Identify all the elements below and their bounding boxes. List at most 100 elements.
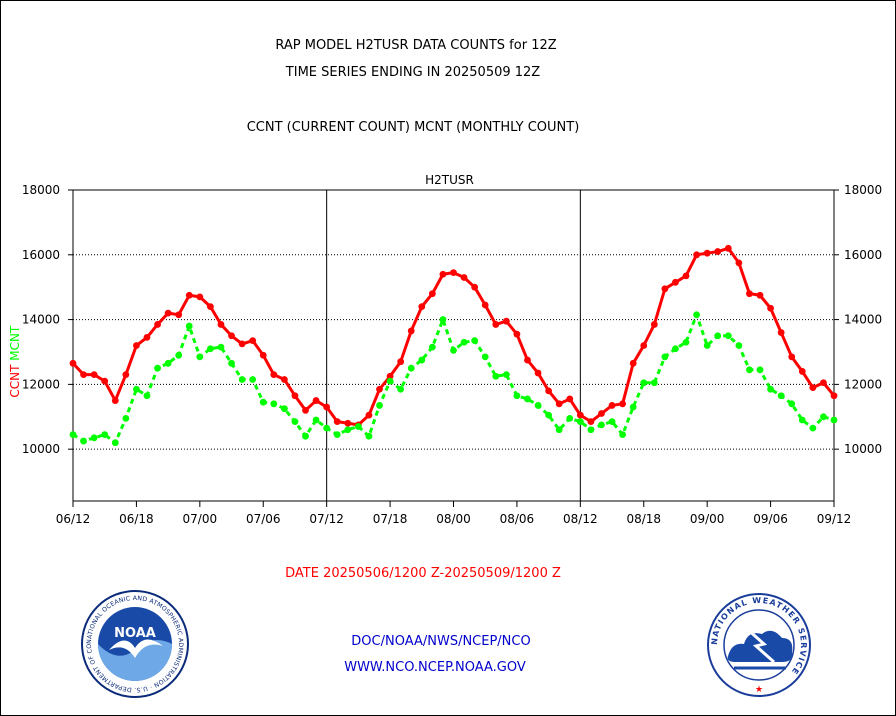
data-point-mcnt bbox=[418, 356, 426, 364]
chart-title-line1: RAP MODEL H2TUSR DATA COUNTS for 12Z bbox=[275, 38, 557, 53]
data-point-mcnt bbox=[513, 392, 521, 400]
data-point-mcnt bbox=[312, 416, 320, 424]
data-point-ccnt bbox=[672, 278, 679, 286]
data-point-mcnt bbox=[682, 338, 690, 346]
data-point-mcnt bbox=[545, 411, 553, 419]
data-point-mcnt bbox=[650, 379, 658, 387]
data-point-ccnt bbox=[291, 392, 299, 400]
x-tick-label: 09/12 bbox=[817, 512, 852, 526]
x-tick-label: 09/06 bbox=[753, 512, 788, 526]
data-point-mcnt bbox=[629, 403, 637, 411]
data-point-ccnt bbox=[481, 301, 489, 309]
data-point-mcnt bbox=[693, 311, 700, 319]
data-point-ccnt bbox=[619, 400, 627, 408]
data-point-ccnt bbox=[397, 358, 405, 366]
data-point-ccnt bbox=[280, 376, 288, 383]
data-point-mcnt bbox=[555, 426, 563, 434]
data-point-ccnt bbox=[598, 410, 605, 417]
data-point-ccnt bbox=[777, 329, 785, 336]
data-point-ccnt bbox=[428, 290, 436, 298]
data-point-ccnt bbox=[407, 327, 415, 335]
grid-layer bbox=[73, 190, 834, 501]
data-point-mcnt bbox=[608, 418, 616, 426]
data-point-ccnt bbox=[90, 371, 98, 379]
data-point-ccnt bbox=[809, 384, 817, 392]
data-point-mcnt bbox=[280, 405, 288, 413]
data-point-ccnt bbox=[703, 249, 711, 257]
data-point-mcnt bbox=[365, 432, 373, 440]
chart-title-line2: TIME SERIES ENDING IN 20250509 12Z bbox=[285, 65, 541, 80]
website-link[interactable]: WWW.NCO.NCEP.NOAA.GOV bbox=[344, 660, 526, 675]
data-point-mcnt bbox=[640, 379, 648, 387]
data-point-ccnt bbox=[587, 418, 595, 426]
data-point-ccnt bbox=[143, 334, 151, 341]
x-tick-label: 08/06 bbox=[500, 512, 535, 526]
data-point-mcnt bbox=[101, 431, 109, 438]
data-point-mcnt bbox=[587, 426, 595, 434]
data-point-ccnt bbox=[524, 356, 531, 364]
data-point-ccnt bbox=[767, 304, 774, 312]
data-point-mcnt bbox=[122, 414, 130, 422]
data-point-mcnt bbox=[703, 342, 711, 349]
data-point-mcnt bbox=[196, 353, 204, 361]
y-axis-label-mcnt: MCNT bbox=[8, 325, 22, 361]
y-tick-label-left: 14000 bbox=[22, 313, 60, 327]
data-point-ccnt bbox=[534, 369, 542, 377]
data-point-mcnt bbox=[798, 416, 806, 424]
data-point-mcnt bbox=[291, 418, 299, 426]
data-point-mcnt bbox=[111, 439, 119, 447]
data-point-mcnt bbox=[724, 332, 732, 340]
data-point-ccnt bbox=[217, 321, 225, 328]
nws-logo: NATIONAL WEATHER SERVICE ★ bbox=[707, 593, 811, 697]
data-point-mcnt bbox=[428, 343, 436, 351]
data-point-ccnt bbox=[555, 400, 563, 408]
y-tick-label-left: 10000 bbox=[22, 442, 60, 456]
plot-title: H2TUSR bbox=[425, 173, 474, 187]
data-point-ccnt bbox=[207, 303, 214, 311]
data-point-ccnt bbox=[418, 303, 426, 311]
data-point-mcnt bbox=[439, 316, 447, 323]
data-point-mcnt bbox=[746, 366, 753, 374]
plot-border bbox=[72, 189, 835, 502]
data-point-mcnt bbox=[207, 345, 214, 353]
data-point-ccnt bbox=[312, 397, 320, 404]
data-point-ccnt bbox=[830, 392, 838, 400]
data-point-ccnt bbox=[185, 291, 193, 299]
data-point-mcnt bbox=[714, 332, 722, 340]
data-point-ccnt bbox=[122, 371, 130, 379]
labels-layer: 10000 10000 12000 12000 14000 14000 16000 16000… bbox=[8, 173, 882, 526]
data-point-ccnt bbox=[661, 285, 669, 293]
x-tick-label: 07/06 bbox=[246, 512, 281, 526]
noaa-logo: NOAA NATIONAL OCEANIC AND ATMOSPHERIC AD… bbox=[79, 588, 189, 698]
data-point-ccnt bbox=[460, 274, 468, 281]
data-point-mcnt bbox=[524, 395, 531, 403]
y-tick-label-right: 12000 bbox=[844, 377, 882, 391]
data-point-mcnt bbox=[492, 372, 500, 380]
data-point-ccnt bbox=[756, 291, 764, 299]
data-point-mcnt bbox=[143, 392, 151, 400]
axes-layer bbox=[68, 189, 839, 507]
data-point-ccnt bbox=[492, 321, 500, 328]
data-point-mcnt bbox=[80, 437, 87, 445]
data-point-ccnt bbox=[323, 403, 331, 411]
data-point-mcnt bbox=[344, 426, 352, 434]
y-axis-label-ccnt: CCNT bbox=[8, 361, 22, 398]
data-point-ccnt bbox=[502, 317, 510, 325]
data-point-mcnt bbox=[354, 423, 362, 430]
data-point-ccnt bbox=[608, 402, 616, 409]
data-point-mcnt bbox=[777, 392, 785, 400]
data-point-ccnt bbox=[344, 419, 352, 427]
data-point-mcnt bbox=[830, 416, 838, 424]
data-point-ccnt bbox=[69, 359, 77, 367]
data-point-mcnt bbox=[185, 322, 193, 330]
data-point-ccnt bbox=[270, 371, 278, 379]
x-tick-label: 06/18 bbox=[119, 512, 154, 526]
x-tick-label: 08/18 bbox=[626, 512, 661, 526]
data-point-ccnt bbox=[111, 397, 119, 404]
x-tick-label: 07/18 bbox=[373, 512, 408, 526]
data-point-ccnt bbox=[566, 395, 574, 403]
data-point-ccnt bbox=[450, 269, 457, 277]
noaa-logo-text: NOAA bbox=[114, 626, 156, 641]
data-point-mcnt bbox=[69, 431, 77, 438]
